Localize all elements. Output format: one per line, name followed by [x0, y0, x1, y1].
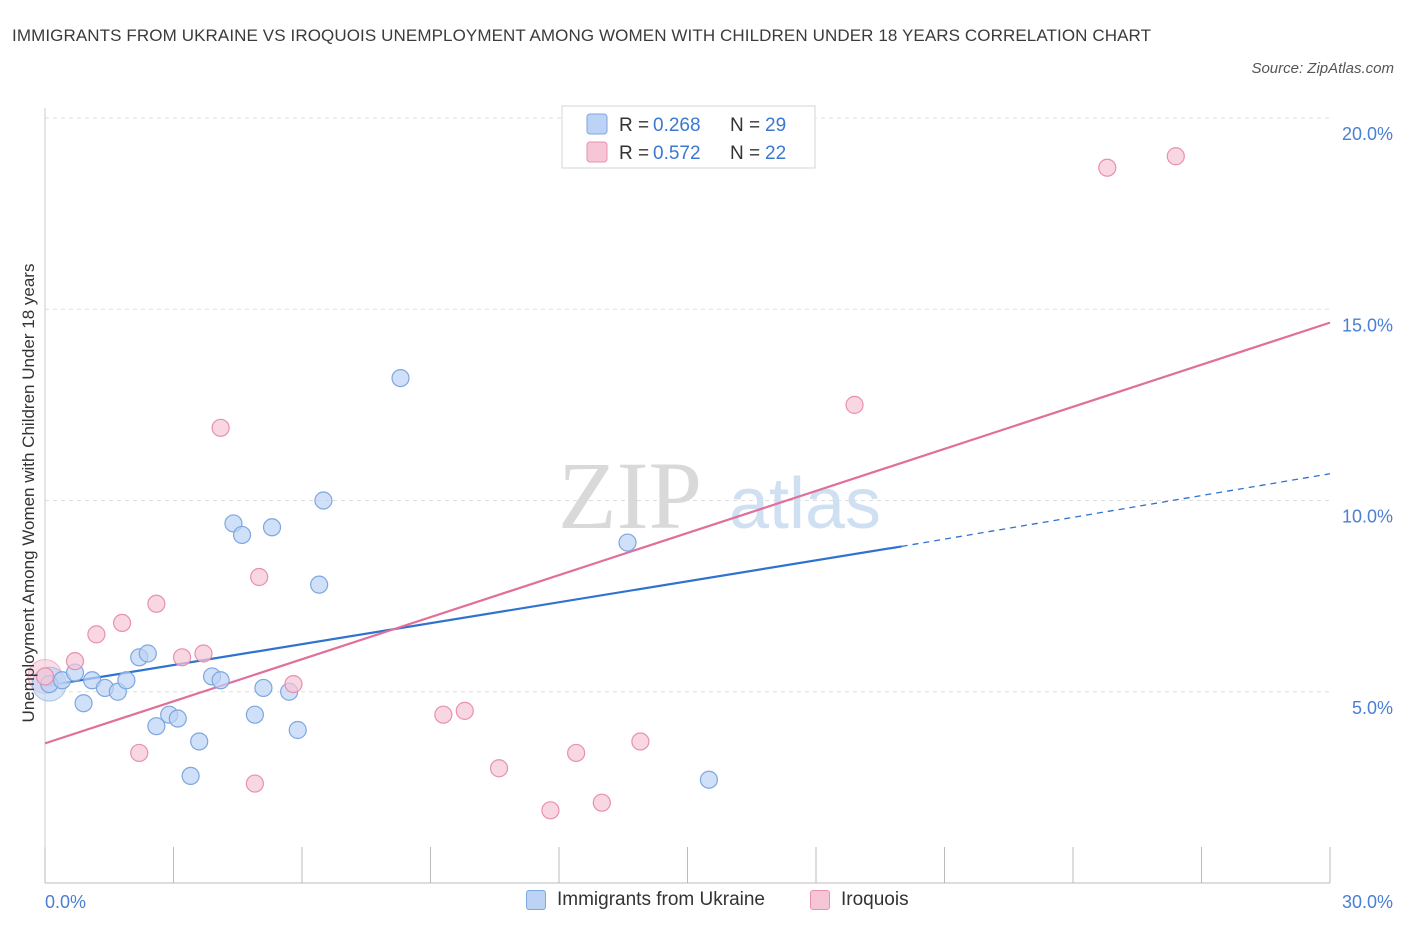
data-point [87, 625, 106, 644]
data-point [168, 709, 187, 728]
axes [44, 108, 1331, 884]
data-point [567, 743, 586, 763]
legend-r-value: 0.572 [653, 143, 701, 164]
y-tick-label: 15.0% [1342, 315, 1393, 335]
grid [45, 117, 1330, 693]
data-point [489, 759, 509, 778]
data-point [65, 652, 85, 671]
x-tick-label-max: 30.0% [1342, 892, 1393, 912]
data-point [434, 705, 453, 724]
source-label: Source: ZipAtlas.com [1251, 60, 1394, 77]
data-point [1098, 158, 1117, 177]
data-point [1166, 147, 1185, 166]
data-point [618, 533, 637, 552]
legend-top: R = 0.268 N = 29 R = 0.572 N = 22 [561, 105, 816, 169]
legend-swatch-blue [526, 890, 546, 910]
data-point [112, 613, 132, 633]
legend-swatch-pink [810, 890, 830, 910]
data-point [541, 801, 560, 820]
data-point [845, 395, 864, 414]
legend-item-ukraine: Immigrants from Ukraine [526, 889, 765, 911]
data-point [211, 418, 230, 437]
data-point [194, 644, 213, 663]
trend-line-extension [901, 473, 1331, 548]
data-point [631, 732, 650, 751]
legend-label: Immigrants from Ukraine [557, 889, 765, 910]
data-point [592, 793, 611, 812]
data-point [147, 594, 166, 613]
y-tick-labels: 5.0% 10.0% 15.0% 20.0% [1342, 124, 1393, 718]
data-point [190, 732, 209, 751]
legend-r-label: R = [619, 115, 649, 136]
data-point [138, 644, 157, 663]
data-point [147, 717, 166, 736]
data-point [314, 491, 333, 510]
y-axis-label: Unemployment Among Women with Children U… [19, 264, 38, 723]
legend-r-value: 0.268 [653, 115, 701, 136]
legend-r-label: R = [619, 143, 649, 164]
trend-line [44, 321, 1331, 745]
data-point [254, 678, 273, 698]
data-point [172, 648, 192, 667]
legend-item-iroquois: Iroquois [810, 889, 909, 911]
legend-n-value: 29 [765, 115, 786, 136]
data-point [181, 766, 200, 786]
y-tick-label: 20.0% [1342, 124, 1393, 144]
data-point [117, 671, 136, 690]
y-tick-label: 10.0% [1342, 507, 1393, 527]
data-point [391, 369, 410, 388]
data-point [310, 575, 329, 594]
trend-line [44, 545, 902, 688]
legend-swatch-pink [586, 141, 608, 163]
legend-n-label: N = [730, 115, 760, 136]
data-point [211, 671, 230, 690]
data-point [232, 525, 252, 545]
data-point [455, 701, 474, 720]
data-points [27, 147, 1185, 820]
data-point [262, 518, 282, 537]
legend-bottom: Immigrants from Ukraine Iroquois [0, 889, 1406, 915]
data-point [250, 567, 269, 587]
legend-n-value: 22 [765, 143, 786, 164]
chart-title: IMMIGRANTS FROM UKRAINE VS IROQUOIS UNEM… [12, 26, 1152, 45]
data-point [245, 774, 264, 793]
legend-swatch-blue [586, 113, 608, 135]
data-point [35, 667, 55, 686]
data-point [245, 705, 264, 724]
watermark-zip: ZIP [558, 442, 702, 549]
legend-label: Iroquois [841, 889, 909, 910]
y-tick-label: 5.0% [1352, 698, 1393, 718]
data-point [130, 743, 149, 763]
data-point [699, 770, 719, 789]
data-point [288, 720, 307, 740]
legend-n-label: N = [730, 143, 760, 164]
data-point [284, 674, 303, 694]
watermark: ZIP atlas [558, 442, 881, 549]
data-point [74, 694, 93, 713]
x-tick-label-min: 0.0% [45, 892, 86, 912]
